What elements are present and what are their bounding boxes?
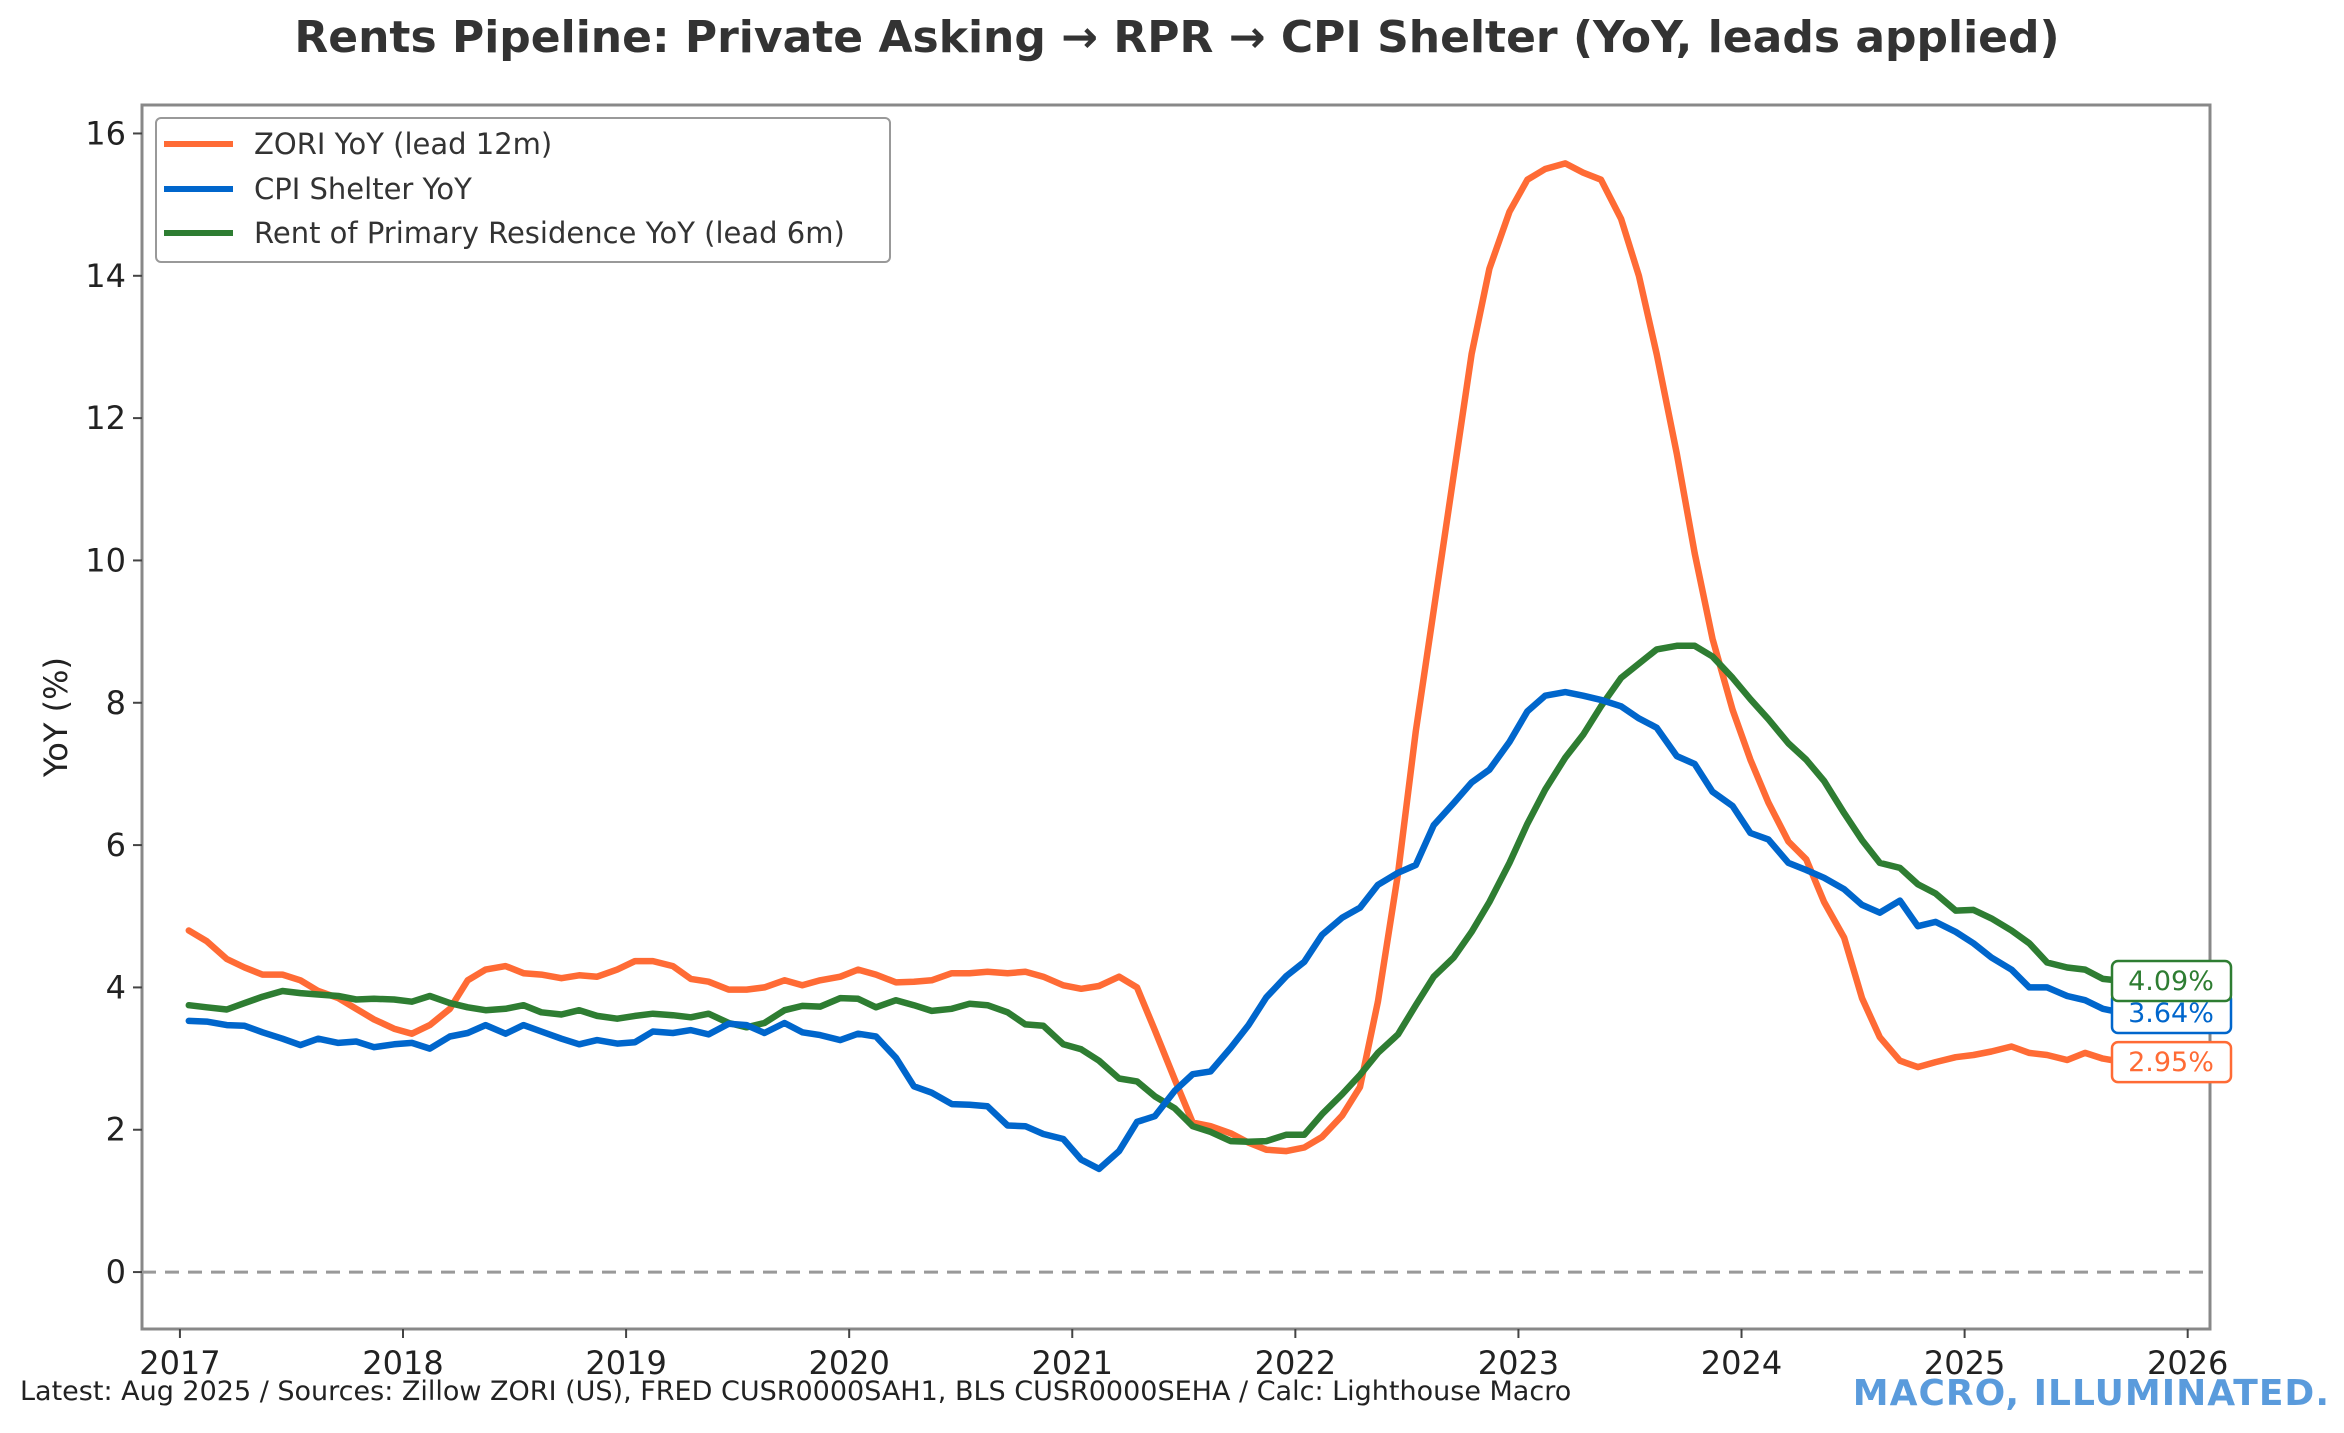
y-tick-label: 4 [106, 968, 126, 1006]
x-tick-label: 2017 [139, 1344, 220, 1382]
x-tick-label: 2025 [1924, 1344, 2005, 1382]
legend-box [155, 117, 891, 263]
axes-group: 0 2 4 6 8 10 12 14 16 2017 2018 2019 2020 2021 2022 202… [85, 114, 2228, 1382]
series-line-cpi-shelter [185, 688, 2127, 1173]
brand-tagline: MACRO, ILLUMINATED. [1852, 1373, 2330, 1414]
y-tick-label: 14 [85, 257, 126, 295]
source-footnote: Latest: Aug 2025 / Sources: Zillow ZORI … [20, 1376, 1572, 1407]
legend: ZORI YoY (lead 12m) CPI Shelter YoY Rent… [155, 117, 891, 263]
x-tick-label: 2021 [1032, 1344, 1113, 1382]
y-tick-label: 2 [106, 1111, 126, 1149]
end-labels: 2.95% 3.64%4.09% [2110, 959, 2233, 1084]
x-tick-label: 2026 [2147, 1344, 2228, 1382]
end-label-rpr: 4.09% [2110, 959, 2233, 1003]
y-tick-label: 12 [85, 399, 126, 437]
y-tick-label: 8 [106, 684, 126, 722]
x-tick-label: 2024 [1701, 1344, 1782, 1382]
x-tick-label: 2022 [1255, 1344, 1336, 1382]
x-tick-label: 2019 [585, 1344, 666, 1382]
y-axis-label: YoY (%) [37, 657, 75, 778]
y-tick-label: 10 [85, 541, 126, 579]
series-line-rpr [185, 642, 2127, 1146]
legend-label-cpi-shelter: CPI Shelter YoY [254, 172, 472, 206]
end-label-box [2110, 1040, 2233, 1084]
y-tick-label: 6 [106, 826, 126, 864]
end-label-zori: 2.95% [2110, 1040, 2233, 1084]
y-tick-label: 0 [106, 1253, 126, 1291]
series-line-zori [185, 160, 2127, 1155]
end-label-value: 4.09% [2128, 966, 2214, 997]
end-label-value: 2.95% [2128, 1047, 2214, 1078]
end-label-cpi-shelter: 3.64% [2110, 991, 2233, 1035]
x-tick-label: 2023 [1478, 1344, 1559, 1382]
end-label-value: 3.64% [2128, 998, 2214, 1029]
series-layer [185, 160, 2127, 1173]
end-label-box [2110, 959, 2233, 1003]
x-tick-label: 2018 [362, 1344, 443, 1382]
chart-title: Rents Pipeline: Private Asking → RPR → C… [294, 12, 2059, 63]
plot-frame [140, 103, 2212, 1331]
legend-label-rpr: Rent of Primary Residence YoY (lead 6m) [254, 216, 845, 250]
y-tick-label: 16 [85, 114, 126, 152]
x-tick-label: 2020 [808, 1344, 889, 1382]
legend-label-zori: ZORI YoY (lead 12m) [254, 127, 552, 161]
